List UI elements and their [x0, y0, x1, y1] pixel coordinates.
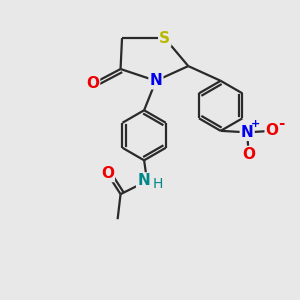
- Text: O: O: [242, 147, 255, 162]
- Text: N: N: [241, 125, 253, 140]
- Text: H: H: [153, 177, 164, 191]
- Text: +: +: [251, 119, 260, 129]
- Text: O: O: [86, 76, 99, 91]
- Text: -: -: [278, 116, 285, 131]
- Text: N: N: [149, 73, 162, 88]
- Text: O: O: [101, 166, 114, 181]
- Text: O: O: [266, 123, 279, 138]
- Text: S: S: [159, 31, 170, 46]
- Text: N: N: [137, 173, 150, 188]
